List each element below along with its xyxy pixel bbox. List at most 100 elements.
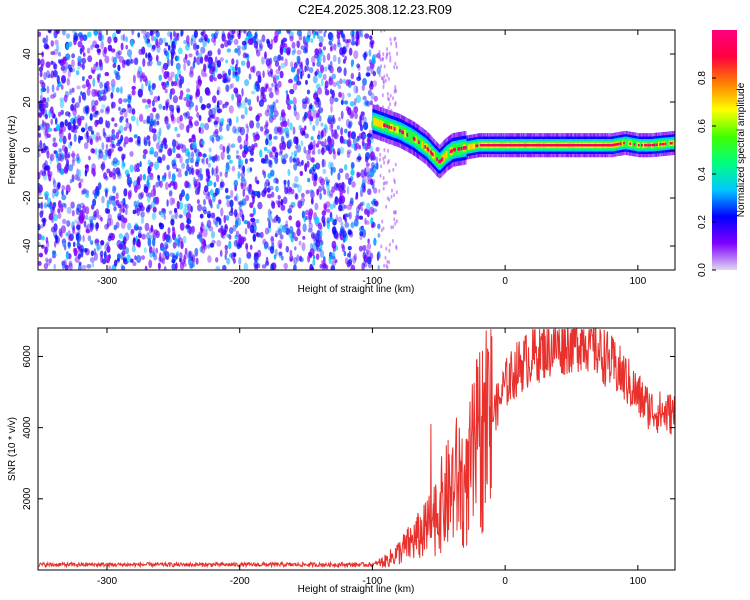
- spectrogram-noise-cell: [61, 202, 66, 208]
- spectrogram-trace-cell: [376, 119, 379, 127]
- spectrogram-noise-cell: [382, 226, 385, 231]
- spectrogram-noise-cell: [56, 86, 60, 91]
- spectrogram-trace-cell: [531, 144, 534, 147]
- spectrogram-noise-cell: [106, 105, 110, 114]
- spectrogram-noise-cell: [245, 242, 249, 250]
- snr-frame: [37, 327, 676, 571]
- spectrogram-noise-cell: [321, 144, 328, 153]
- spectrogram-noise-cell: [395, 244, 398, 249]
- spectrogram-noise-cell: [60, 152, 65, 160]
- spectrogram-noise-cell: [317, 87, 323, 95]
- spectrogram-noise-cell: [93, 248, 97, 256]
- spectrogram-noise-cell: [108, 171, 113, 178]
- spectrogram-noise-cell: [108, 195, 114, 201]
- spectrogram-noise-cell: [114, 123, 118, 127]
- spectrogram-noise-cell: [383, 160, 386, 165]
- snr-y-label: SNR (10 * v/v): [7, 417, 18, 481]
- spectrogram-noise-cell: [203, 198, 206, 206]
- spectrogram-noise-cell: [93, 252, 98, 261]
- spectrogram-noise-cell: [328, 256, 332, 264]
- spectrogram-noise-cell: [316, 97, 320, 103]
- spectrogram-trace-cell: [437, 154, 439, 167]
- spectrogram-trace-cell: [529, 144, 532, 147]
- spectrogram-noise-cell: [319, 192, 322, 200]
- spectrogram-noise-cell: [133, 134, 138, 139]
- spectrogram-noise-cell: [162, 137, 167, 145]
- spectrogram-noise-cell: [41, 119, 45, 128]
- spectrogram-trace-cell: [640, 140, 642, 150]
- spectrogram-noise-cell: [153, 119, 157, 128]
- spectrogram-noise-cell: [132, 209, 137, 215]
- spectrogram-noise-cell: [331, 73, 337, 80]
- spectrogram-noise-cell: [331, 117, 336, 125]
- spectrogram-noise-cell: [179, 76, 184, 85]
- spectrogram-noise-cell: [40, 86, 43, 95]
- spectrogram-noise-cell: [282, 196, 288, 205]
- spectrogram-noise-cell: [170, 218, 175, 226]
- spectrogram-noise-cell: [278, 251, 283, 256]
- spectrogram-noise-cell: [65, 184, 71, 193]
- spectrogram-trace-cell: [489, 144, 491, 147]
- spectrogram-noise-cell: [151, 247, 156, 255]
- spectrogram-noise-cell: [280, 198, 284, 206]
- spectrogram-noise-cell: [41, 82, 46, 89]
- spectrogram-noise-cell: [224, 249, 228, 255]
- spectrogram-noise-cell: [256, 180, 260, 185]
- spectrogram-noise-cell: [176, 153, 181, 159]
- spectrogram-noise-cell: [279, 126, 284, 135]
- spectrogram-noise-cell: [126, 254, 131, 264]
- spectrogram-noise-cell: [170, 88, 176, 95]
- spectrogram-noise-cell: [168, 190, 173, 197]
- spectrogram-noise-cell: [347, 92, 352, 98]
- spectrogram-noise-cell: [250, 90, 256, 95]
- spectrogram-noise-cell: [265, 179, 270, 187]
- spectrogram-noise-cell: [59, 125, 63, 135]
- spectrogram-noise-cell: [256, 121, 260, 129]
- spectrogram-trace-cell: [501, 144, 504, 147]
- spectrogram-trace-cell: [610, 144, 612, 147]
- spectrogram-noise-cell: [269, 91, 274, 99]
- spectrogram-noise-cell: [293, 136, 298, 145]
- spectrogram-noise-cell: [82, 52, 86, 57]
- spectrogram-noise-cell: [42, 121, 47, 126]
- spectrogram-trace-cell: [405, 128, 408, 141]
- spectrogram-noise-cell: [170, 57, 174, 67]
- spectrogram-noise-cell: [194, 188, 199, 196]
- spectrogram-noise-cell: [206, 38, 210, 44]
- spectrogram-noise-cell: [309, 242, 314, 250]
- spectrogram-noise-cell: [238, 234, 242, 241]
- spectrogram-noise-cell: [369, 35, 373, 41]
- spectrogram-noise-cell: [162, 154, 166, 161]
- spectrogram-noise-cell: [90, 250, 94, 257]
- spectrogram-noise-cell: [62, 56, 67, 64]
- spectrogram-trace-cell: [580, 144, 583, 147]
- spectrogram-noise-cell: [87, 235, 92, 242]
- spectrogram-noise-cell: [229, 83, 233, 90]
- spectrogram-trace-cell: [561, 144, 564, 147]
- spectrogram-noise-cell: [87, 223, 90, 231]
- spectrogram-noise-cell: [87, 55, 93, 63]
- spectrogram-trace-cell: [507, 144, 510, 147]
- spectrogram-trace-cell: [472, 143, 474, 149]
- spectrogram-noise-cell: [222, 145, 226, 153]
- spectrogram-noise-cell: [326, 183, 330, 190]
- spectrogram-noise-cell: [261, 264, 267, 269]
- spectrogram-noise-cell: [118, 106, 121, 111]
- spectrogram-noise-cell: [185, 211, 192, 220]
- spectrogram-noise-cell: [145, 52, 148, 59]
- spectrogram-noise-cell: [356, 156, 362, 161]
- spectrogram-noise-cell: [238, 257, 242, 265]
- spectrogram-noise-cell: [363, 262, 368, 268]
- spectrogram-trace-cell: [516, 144, 519, 147]
- spectrogram-noise-cell: [164, 143, 168, 150]
- spectrogram-noise-cell: [275, 151, 279, 158]
- spectrogram-noise-cell: [184, 180, 190, 189]
- spectrogram-noise-cell: [79, 214, 85, 224]
- spectrogram-noise-cell: [97, 49, 101, 56]
- spectrogram-noise-cell: [335, 245, 338, 251]
- spectrogram-noise-cell: [207, 162, 212, 168]
- spectrogram-noise-cell: [253, 142, 258, 148]
- spectrogram-trace-cell: [634, 140, 637, 149]
- spectrogram-noise-cell: [127, 176, 132, 184]
- spectrogram-noise-cell: [186, 60, 191, 67]
